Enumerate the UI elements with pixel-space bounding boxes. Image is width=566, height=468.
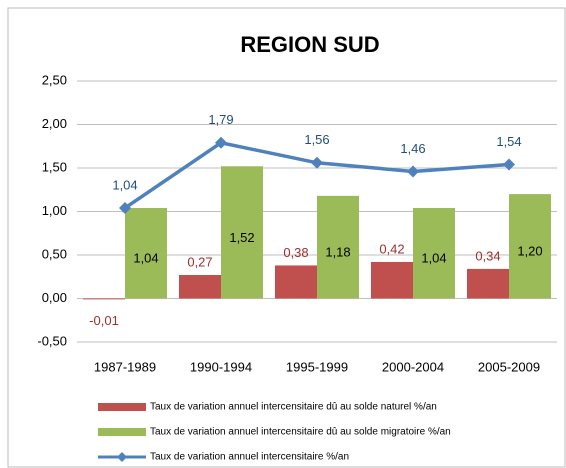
y-tick-label: 1,50 bbox=[42, 159, 67, 174]
legend-swatch bbox=[98, 428, 146, 436]
bar bbox=[317, 195, 359, 299]
data-label: 1,20 bbox=[517, 244, 542, 259]
chart-border bbox=[7, 7, 566, 468]
data-label: 1,79 bbox=[208, 112, 233, 127]
legend-swatch bbox=[117, 452, 127, 462]
chart-title: REGION SUD bbox=[240, 32, 379, 57]
data-label: 1,46 bbox=[400, 141, 425, 156]
legend-label: Taux de variation annuel intercensitaire… bbox=[150, 427, 451, 438]
data-label: 1,04 bbox=[112, 177, 137, 192]
bar bbox=[83, 298, 125, 300]
x-tick-label: 2005-2009 bbox=[478, 359, 540, 374]
bar bbox=[509, 194, 551, 299]
bar bbox=[179, 275, 221, 299]
bar bbox=[221, 166, 263, 299]
data-label: 1,56 bbox=[304, 132, 329, 147]
x-tick-label: 1987-1989 bbox=[94, 359, 156, 374]
x-tick-label: 1990-1994 bbox=[190, 359, 252, 374]
data-label: 0,38 bbox=[283, 245, 308, 260]
data-label: 1,04 bbox=[421, 251, 446, 266]
line-marker bbox=[311, 156, 323, 169]
bar bbox=[275, 265, 317, 299]
legend-label: Taux de variation annuel intercensitaire… bbox=[150, 402, 437, 413]
data-label: 0,34 bbox=[475, 248, 500, 263]
y-tick-label: 0,00 bbox=[42, 290, 67, 305]
y-tick-label: 1,00 bbox=[42, 203, 67, 218]
line-marker bbox=[407, 165, 419, 178]
data-label: 1,18 bbox=[325, 245, 350, 260]
data-label: 0,42 bbox=[379, 241, 404, 256]
x-tick-label: 1995-1999 bbox=[286, 359, 348, 374]
line-marker bbox=[119, 202, 131, 215]
bar bbox=[413, 208, 455, 299]
data-label: 1,04 bbox=[133, 251, 158, 266]
bar bbox=[125, 208, 167, 299]
y-tick-label: 0,50 bbox=[42, 246, 67, 261]
data-label: 0,27 bbox=[187, 254, 212, 269]
data-label: 1,52 bbox=[229, 230, 254, 245]
x-tick-label: 2000-2004 bbox=[382, 359, 444, 374]
bar bbox=[371, 261, 413, 299]
line-marker bbox=[503, 158, 515, 171]
data-label: -0,01 bbox=[89, 313, 119, 328]
legend-label: Taux de variation annuel intercensitaire… bbox=[150, 452, 349, 463]
line-marker bbox=[215, 136, 227, 149]
legend-swatch bbox=[98, 403, 146, 411]
y-tick-label: 2,50 bbox=[42, 72, 67, 87]
y-tick-label: 2,00 bbox=[42, 116, 67, 131]
data-label: 1,54 bbox=[496, 134, 521, 149]
y-tick-label: -0,50 bbox=[37, 333, 67, 348]
bar bbox=[467, 268, 509, 299]
